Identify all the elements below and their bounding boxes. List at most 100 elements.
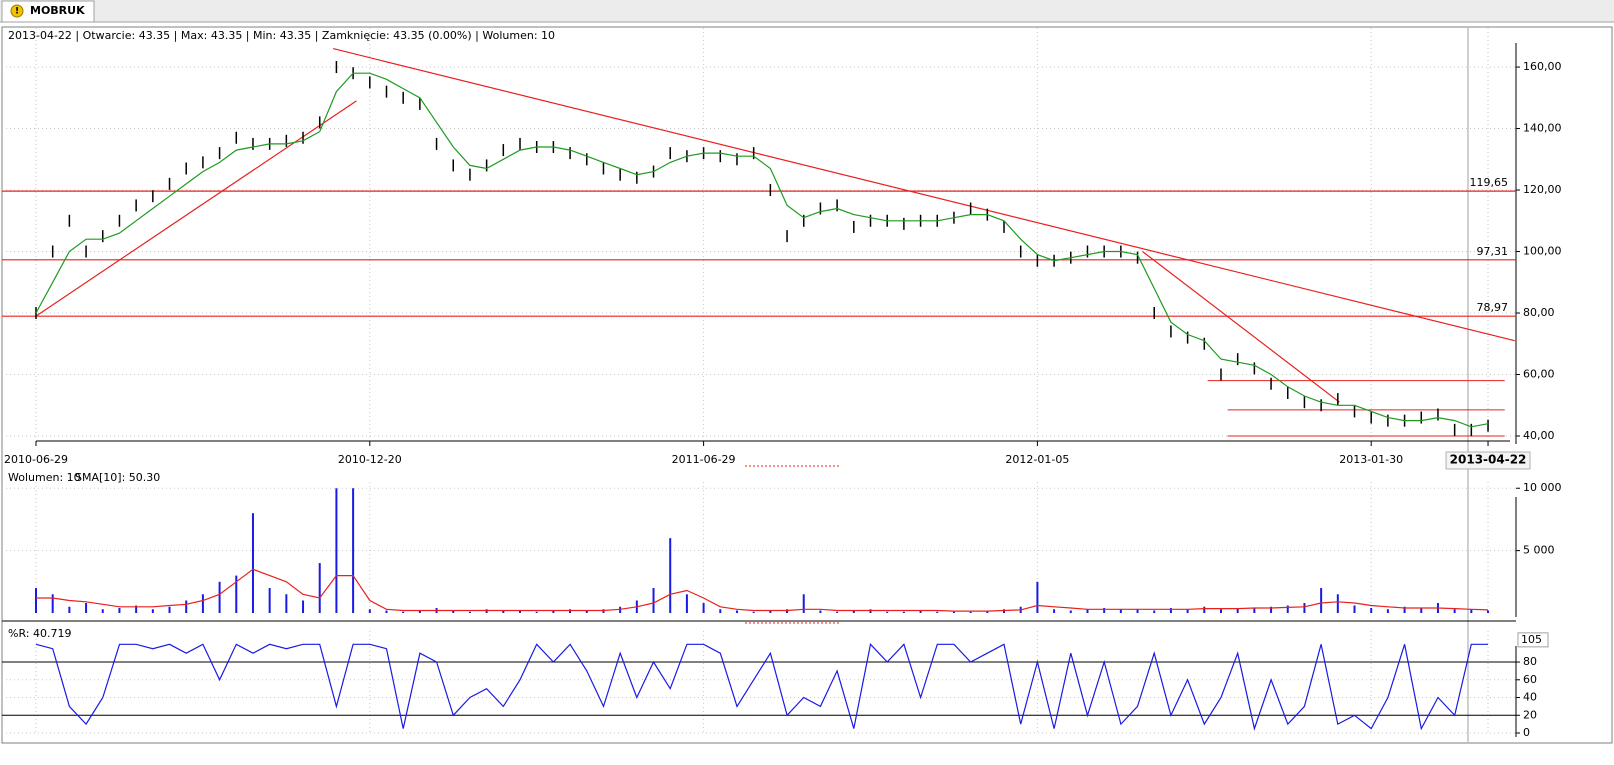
- y-tick-label: 160,00: [1523, 60, 1562, 73]
- y-tick-label: 80,00: [1523, 306, 1555, 319]
- volume-bar: [1370, 608, 1373, 613]
- volume-bar: [1236, 608, 1239, 613]
- tab-icon: [10, 4, 24, 18]
- volume-bar: [1003, 609, 1006, 613]
- value-marker-label: 105: [1521, 633, 1542, 646]
- x-tick-label: 2011-06-29: [672, 453, 736, 466]
- sma-line: [35, 72, 1489, 428]
- y-tick-label: 40: [1523, 691, 1537, 704]
- volume-bar: [702, 603, 705, 613]
- volume-bar: [502, 610, 505, 613]
- y-tick-label: 10 000: [1523, 481, 1562, 494]
- volume-bar: [1069, 610, 1072, 613]
- volume-bar: [552, 610, 555, 613]
- level-label: 97,31: [1477, 245, 1509, 258]
- volume-bar: [1169, 608, 1172, 613]
- trend-line: [332, 48, 1515, 342]
- volume-bar: [1186, 609, 1189, 613]
- volume-bar: [468, 611, 471, 613]
- volume-bar: [919, 610, 922, 613]
- y-tick-label: 140,00: [1523, 122, 1562, 135]
- chart-subtitle: 2013-04-22 | Otwarcie: 43.35 | Max: 43.3…: [8, 29, 555, 42]
- volume-bar: [519, 610, 522, 613]
- level-label: 78,97: [1477, 301, 1509, 314]
- y-tick-label: 40,00: [1523, 429, 1555, 442]
- volume-bar: [35, 588, 37, 613]
- volume-bar: [218, 581, 221, 613]
- volume-bar: [1353, 605, 1356, 613]
- volume-bar: [952, 611, 955, 613]
- volume-bar: [1470, 609, 1473, 613]
- legend-entry: Wolumen: 10: [8, 471, 81, 484]
- volume-bar: [986, 610, 989, 613]
- volume-bar: [385, 610, 388, 613]
- volume-bar: [135, 605, 138, 613]
- volume-bar: [902, 611, 905, 613]
- volume-bar: [168, 606, 171, 613]
- y-tick-label: 120,00: [1523, 183, 1562, 196]
- volume-bar: [151, 609, 154, 613]
- level-label: 119,65: [1470, 176, 1509, 189]
- volume-bar: [68, 606, 71, 613]
- volume-sma-line: [36, 568, 1489, 612]
- volume-bar: [969, 611, 972, 613]
- volume-bar: [185, 600, 188, 613]
- volume-bar: [1386, 609, 1389, 613]
- volume-bar: [1420, 608, 1423, 613]
- volume-bar: [1270, 606, 1273, 613]
- volume-bar: [1303, 603, 1306, 613]
- volume-bar: [569, 609, 572, 613]
- volume-bar: [1153, 610, 1156, 613]
- tab[interactable]: [1, 0, 95, 23]
- volume-bar: [368, 609, 371, 613]
- volume-bar: [669, 538, 672, 613]
- volume-bar: [1086, 609, 1089, 613]
- volume-bar: [1320, 588, 1323, 613]
- y-tick-label: 0: [1523, 726, 1530, 739]
- volume-bar: [51, 594, 54, 613]
- y-tick-label: 80: [1523, 655, 1537, 668]
- x-tick-label-box: [1445, 451, 1531, 470]
- volume-bar: [335, 488, 338, 613]
- volume-bar: [1219, 609, 1222, 613]
- volume-bar: [735, 610, 738, 613]
- y-tick-label: 60: [1523, 673, 1537, 686]
- volume-bar: [786, 609, 789, 613]
- x-tick-label: 2010-12-20: [338, 453, 402, 466]
- williams-r-line: [35, 643, 1488, 731]
- x-tick-label: 2012-01-05: [1005, 453, 1069, 466]
- volume-bar: [268, 588, 271, 613]
- volume-bar: [85, 603, 88, 613]
- y-tick-label: 20: [1523, 708, 1537, 721]
- volume-bar: [285, 594, 288, 613]
- volume-bar: [318, 563, 321, 613]
- y-tick-label: 100,00: [1523, 245, 1562, 258]
- volume-bar: [802, 594, 805, 613]
- volume-bar: [302, 600, 305, 613]
- volume-bar: [852, 610, 855, 613]
- volume-bar: [1136, 609, 1139, 613]
- tab-title[interactable]: MOBRUK: [30, 4, 85, 17]
- x-tick-label: 2010-06-29: [4, 453, 68, 466]
- volume-bar: [652, 588, 655, 613]
- volume-bar: [485, 609, 488, 613]
- volume-bar: [1053, 609, 1056, 613]
- volume-bar: [819, 610, 822, 613]
- legend-entry: SMA[10]: 50.30: [75, 471, 160, 484]
- y-tick-label: 5 000: [1523, 544, 1555, 557]
- volume-bar: [1119, 609, 1122, 613]
- y-tick-label: 60,00: [1523, 368, 1555, 381]
- value-marker-box: [1517, 632, 1549, 648]
- volume-bar: [402, 611, 405, 613]
- tab-icon-mark: !: [15, 7, 19, 17]
- tab-bar: [0, 0, 1614, 22]
- volume-bar: [836, 611, 839, 613]
- volume-bar: [1336, 594, 1339, 613]
- volume-bar: [1453, 609, 1456, 613]
- volume-bar: [251, 513, 254, 613]
- volume-bar: [1403, 606, 1406, 613]
- volume-bar: [235, 575, 238, 613]
- trend-line: [1142, 251, 1340, 403]
- volume-bar: [1487, 610, 1490, 613]
